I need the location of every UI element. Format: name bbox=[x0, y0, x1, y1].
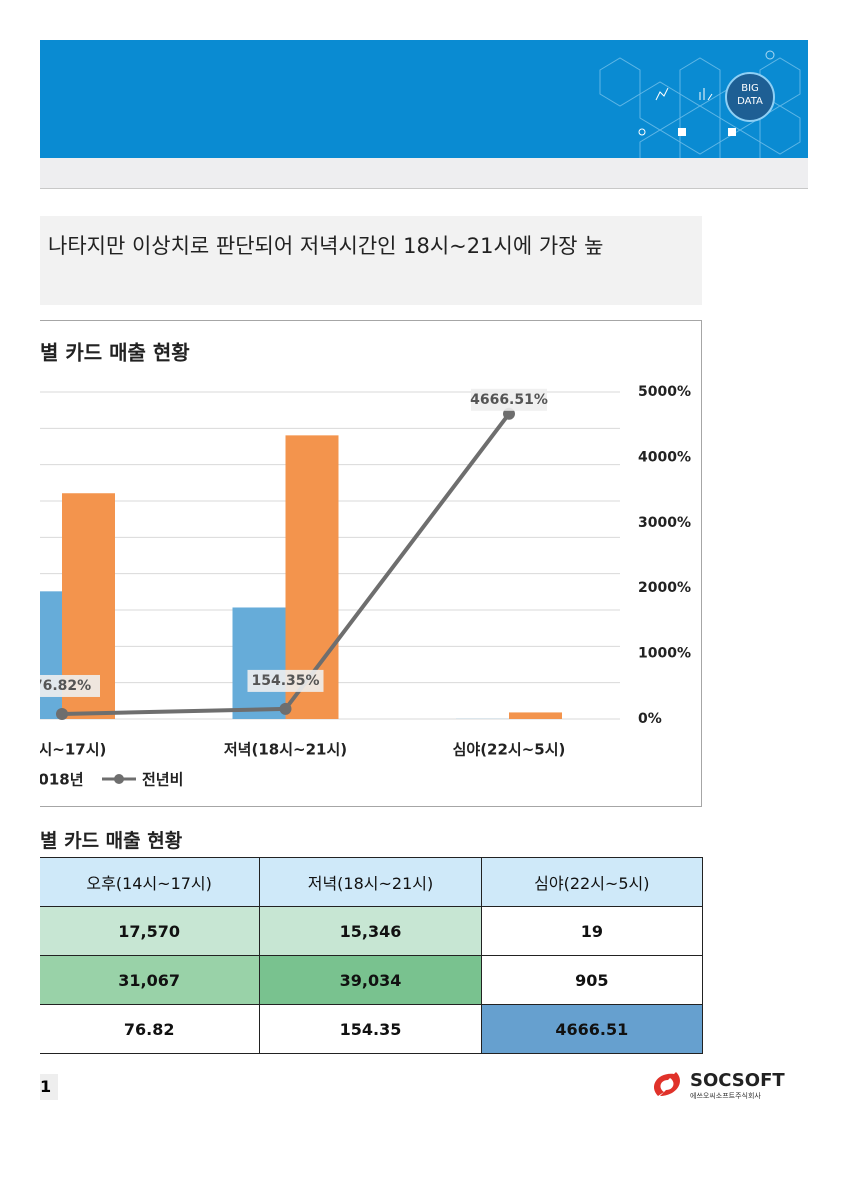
table-title: 별 카드 매출 현황 bbox=[40, 826, 182, 853]
bar bbox=[9, 591, 62, 719]
y2-tick-label: 0% bbox=[638, 711, 662, 727]
table-cell: 4666.51 bbox=[481, 1005, 702, 1054]
y2-tick-label: 1000% bbox=[638, 646, 691, 662]
table: 오후(14시~17시)저녁(18시~21시)심야(22시~5시)17,57015… bbox=[40, 857, 703, 1054]
bar bbox=[509, 712, 562, 719]
data-label: 154.35% bbox=[251, 673, 319, 689]
table-row: 31,06739,034905 bbox=[40, 956, 703, 1005]
y2-tick-label: 3000% bbox=[638, 515, 691, 531]
x-tick-label: 14시~17시) bbox=[18, 741, 107, 759]
data-label: 4666.51% bbox=[470, 392, 548, 408]
table-cell: 17,570 bbox=[40, 907, 260, 956]
x-tick-label: 저녁(18시~21시) bbox=[224, 741, 347, 759]
table-cell: 154.35 bbox=[260, 1005, 481, 1054]
table-cell: 39,034 bbox=[260, 956, 481, 1005]
table-header-cell: 저녁(18시~21시) bbox=[260, 858, 481, 907]
page-number: 1 bbox=[40, 1074, 58, 1100]
table-cell: 19 bbox=[481, 907, 702, 956]
table-cell: 76.82 bbox=[40, 1005, 260, 1054]
legend-swatch bbox=[10, 773, 22, 785]
table-row: 76.82154.354666.51 bbox=[40, 1005, 703, 1054]
table-cell: 905 bbox=[481, 956, 702, 1005]
legend-marker bbox=[114, 774, 124, 784]
table-header-cell: 심야(22시~5시) bbox=[481, 858, 702, 907]
legend-label: 2018년 bbox=[28, 771, 84, 789]
table-cell: 15,346 bbox=[260, 907, 481, 956]
x-tick-label: 심야(22시~5시) bbox=[453, 741, 566, 759]
logo-subtitle: 에쓰오씨소프트주식회사 bbox=[690, 1091, 761, 1100]
table-header-row: 오후(14시~17시)저녁(18시~21시)심야(22시~5시) bbox=[40, 858, 703, 907]
chart-title: 별 카드 매출 현황 bbox=[40, 341, 190, 365]
table-wrap: 오후(14시~17시)저녁(18시~21시)심야(22시~5시)17,57015… bbox=[40, 857, 703, 1054]
line-marker bbox=[280, 703, 292, 715]
y2-tick-label: 5000% bbox=[638, 384, 691, 400]
logo: SOCSOFT 에쓰오씨소프트주식회사 bbox=[648, 1066, 788, 1106]
legend-label: 전년비 bbox=[142, 771, 183, 789]
data-label: 76.82% bbox=[33, 678, 91, 694]
table-row: 17,57015,34619 bbox=[40, 907, 703, 956]
chart-plot: 별 카드 매출 현황 0% 1000% 2000% 3000% 4000% 5000% 14… bbox=[9, 341, 691, 789]
table-cell: 31,067 bbox=[40, 956, 260, 1005]
y2-tick-label: 4000% bbox=[638, 449, 691, 465]
logo-name: SOCSOFT bbox=[690, 1070, 785, 1091]
line-marker bbox=[56, 708, 68, 720]
table-header-cell: 오후(14시~17시) bbox=[40, 858, 260, 907]
y2-tick-label: 2000% bbox=[638, 580, 691, 596]
bar bbox=[233, 607, 286, 719]
